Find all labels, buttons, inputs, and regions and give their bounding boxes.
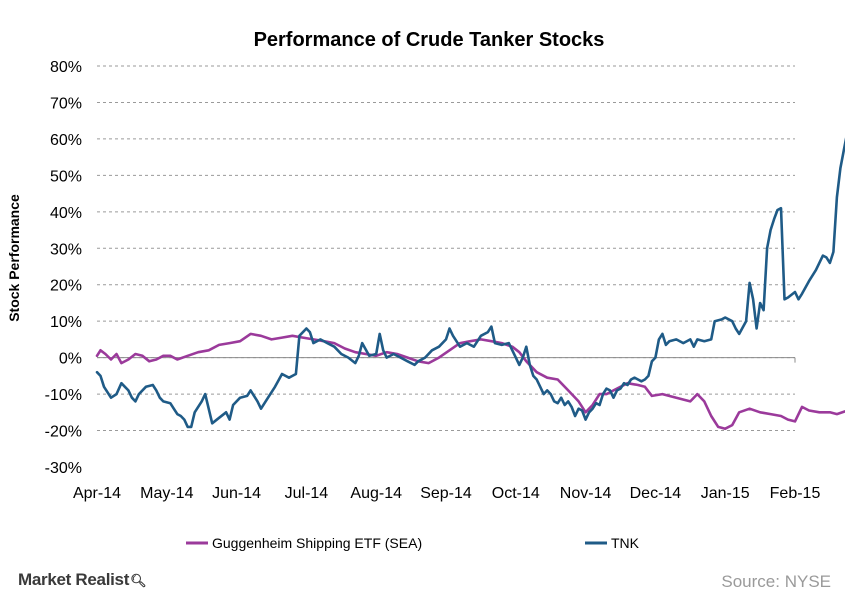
y-tick-label: 70% [50, 95, 82, 112]
source-note: Source: NYSE [721, 572, 831, 591]
x-tick-label: Oct-14 [492, 485, 540, 502]
y-tick-labels: 80% 70% 60% 50% 40% 30% 20% 10% 0% -10% -20% -30% [45, 59, 82, 477]
legend-label: TNK [611, 535, 640, 551]
x-tick-label: Jun-14 [212, 485, 261, 502]
y-tick-label: 60% [50, 132, 82, 149]
series-line-tnk [95, 137, 845, 429]
x-tick-label: Jan-15 [701, 485, 750, 502]
y-tick-label: 30% [50, 241, 82, 258]
y-axis-label: Stock Performance [6, 194, 22, 322]
series-lines [95, 137, 845, 430]
y-tick-label: -20% [45, 424, 82, 441]
x-tick-label: May-14 [140, 485, 193, 502]
x-tick-label: Feb-15 [770, 485, 821, 502]
y-tick-label: -10% [45, 387, 82, 404]
y-tick-label: 40% [50, 205, 82, 222]
brand-logo: Market Realist🔍︎ [18, 570, 147, 590]
legend-label: Guggenheim Shipping ETF (SEA) [212, 535, 422, 551]
y-tick-label: 0% [59, 351, 82, 368]
y-tick-label: 20% [50, 278, 82, 295]
axes [97, 357, 796, 363]
y-tick-label: 50% [50, 168, 82, 185]
x-tick-label: Apr-14 [73, 485, 121, 502]
y-tick-label: -30% [45, 460, 82, 477]
x-tick-label: Nov-14 [560, 485, 612, 502]
x-tick-label: Jul-14 [285, 485, 329, 502]
x-tick-label: Sep-14 [420, 485, 472, 502]
x-tick-label: Aug-14 [350, 485, 402, 502]
legend: Guggenheim Shipping ETF (SEA) TNK [186, 535, 640, 551]
y-tick-label: 10% [50, 314, 82, 331]
brand-name: Market Realist [18, 570, 130, 589]
series-line-sea [95, 332, 845, 430]
gridlines [97, 65, 795, 432]
y-tick-label: 80% [50, 59, 82, 76]
x-tick-label: Dec-14 [630, 485, 682, 502]
chart-title: Performance of Crude Tanker Stocks [254, 29, 605, 51]
x-tick-labels: Apr-14 May-14 Jun-14 Jul-14 Aug-14 Sep-14 Oct-… [73, 485, 820, 502]
magnifier-icon: 🔍︎ [130, 573, 147, 588]
